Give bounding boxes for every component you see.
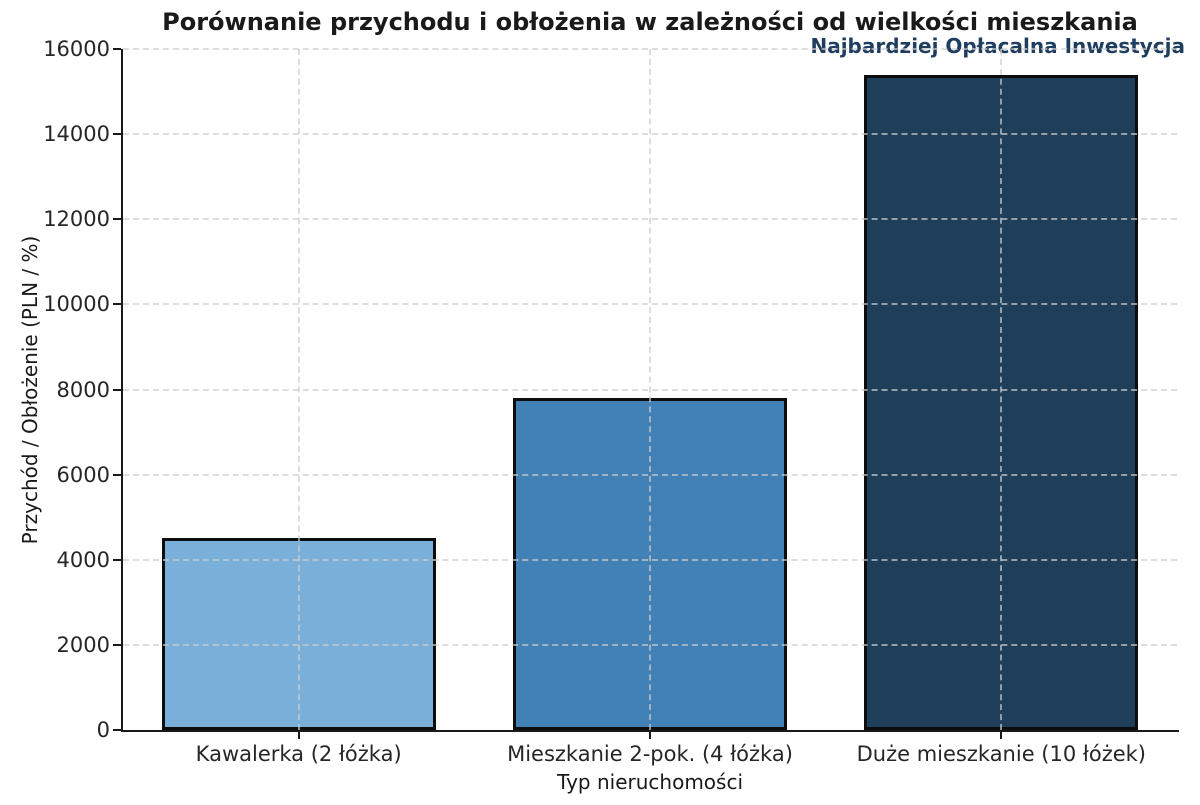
y-tick-label-12000: 12000: [43, 207, 110, 232]
y-tick-label-4000: 4000: [56, 547, 110, 572]
gridline-v-1: [649, 49, 651, 730]
y-tick-label-2000: 2000: [56, 632, 110, 657]
y-tick-mark: [113, 218, 121, 221]
x-tick-mark: [649, 732, 651, 739]
y-tick-mark: [113, 643, 121, 646]
y-tick-mark: [113, 729, 121, 731]
chart-title: Porównanie przychodu i obłożenia w zależ…: [162, 8, 1138, 36]
gridline-v-0: [297, 49, 300, 730]
x-tick-mark: [297, 732, 300, 739]
y-tick-label-10000: 10000: [43, 292, 110, 317]
annotation-most-profitable: Najbardziej Opłacalna Inwestycja: [810, 34, 1185, 58]
y-tick-label-6000: 6000: [56, 462, 110, 487]
x-tick-label-2: Duże mieszkanie (10 łóżek): [856, 742, 1147, 766]
plot-area: [123, 48, 1177, 730]
x-tick-mark: [1000, 732, 1003, 739]
x-axis-spine: [121, 730, 1179, 732]
y-tick-mark: [113, 133, 121, 136]
y-tick-label-0: 0: [96, 718, 110, 742]
gridline-v-2: [1000, 49, 1003, 730]
y-tick-label-14000: 14000: [43, 122, 110, 147]
y-tick-mark: [113, 388, 121, 391]
x-tick-label-1: Mieszkanie 2-pok. (4 łóżka): [507, 742, 793, 766]
y-tick-label-16000: 16000: [43, 37, 110, 61]
y-tick-mark: [113, 303, 121, 306]
x-axis-label: Typ nieruchomości: [556, 770, 744, 794]
y-tick-mark: [113, 558, 121, 561]
y-tick-mark: [113, 473, 121, 476]
x-tick-label-0: Kawalerka (2 łóżka): [195, 742, 402, 766]
y-tick-mark: [113, 48, 121, 50]
y-axis-spine: [121, 49, 123, 732]
y-tick-label-8000: 8000: [56, 377, 110, 402]
